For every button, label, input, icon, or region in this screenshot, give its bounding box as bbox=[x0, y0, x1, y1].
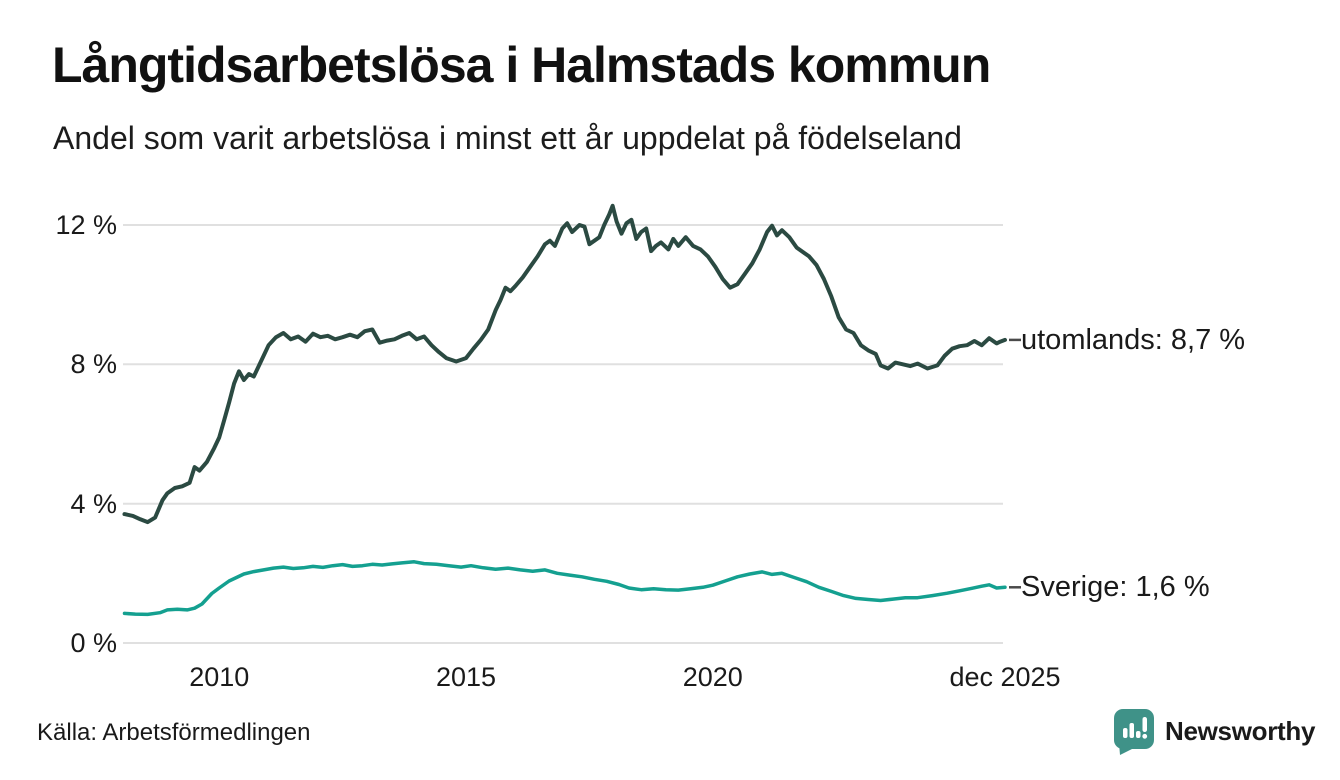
x-axis-tick-label-dec2025: dec 2025 bbox=[949, 662, 1061, 692]
newsworthy-logo: Newsworthy bbox=[1112, 707, 1315, 755]
brand-name: Newsworthy bbox=[1165, 715, 1316, 746]
y-axis-tick-label-8: 8 % bbox=[70, 349, 117, 380]
page-title: Långtidsarbetslösa i Halmstads kommun bbox=[52, 37, 991, 93]
series-label-utomlands: utomlands: 8,7 % bbox=[1021, 323, 1246, 356]
y-axis-tick-label-4: 4 % bbox=[70, 488, 117, 519]
y-axis-tick-label-12: 12 % bbox=[55, 210, 117, 240]
series-label-sverige: Sverige: 1,6 % bbox=[1021, 571, 1210, 604]
source-note: Källa: Arbetsförmedlingen bbox=[37, 719, 311, 746]
chart-subtitle: Andel som varit arbetslösa i minst ett å… bbox=[53, 120, 962, 156]
y-axis-tick-label-0: 0 % bbox=[70, 628, 117, 658]
newsworthy-icon bbox=[1114, 709, 1154, 755]
x-axis-tick-label-2010: 2010 bbox=[189, 662, 250, 692]
x-axis-tick-label-2020: 2020 bbox=[682, 662, 743, 692]
x-axis-tick-label-2015: 2015 bbox=[435, 662, 497, 692]
